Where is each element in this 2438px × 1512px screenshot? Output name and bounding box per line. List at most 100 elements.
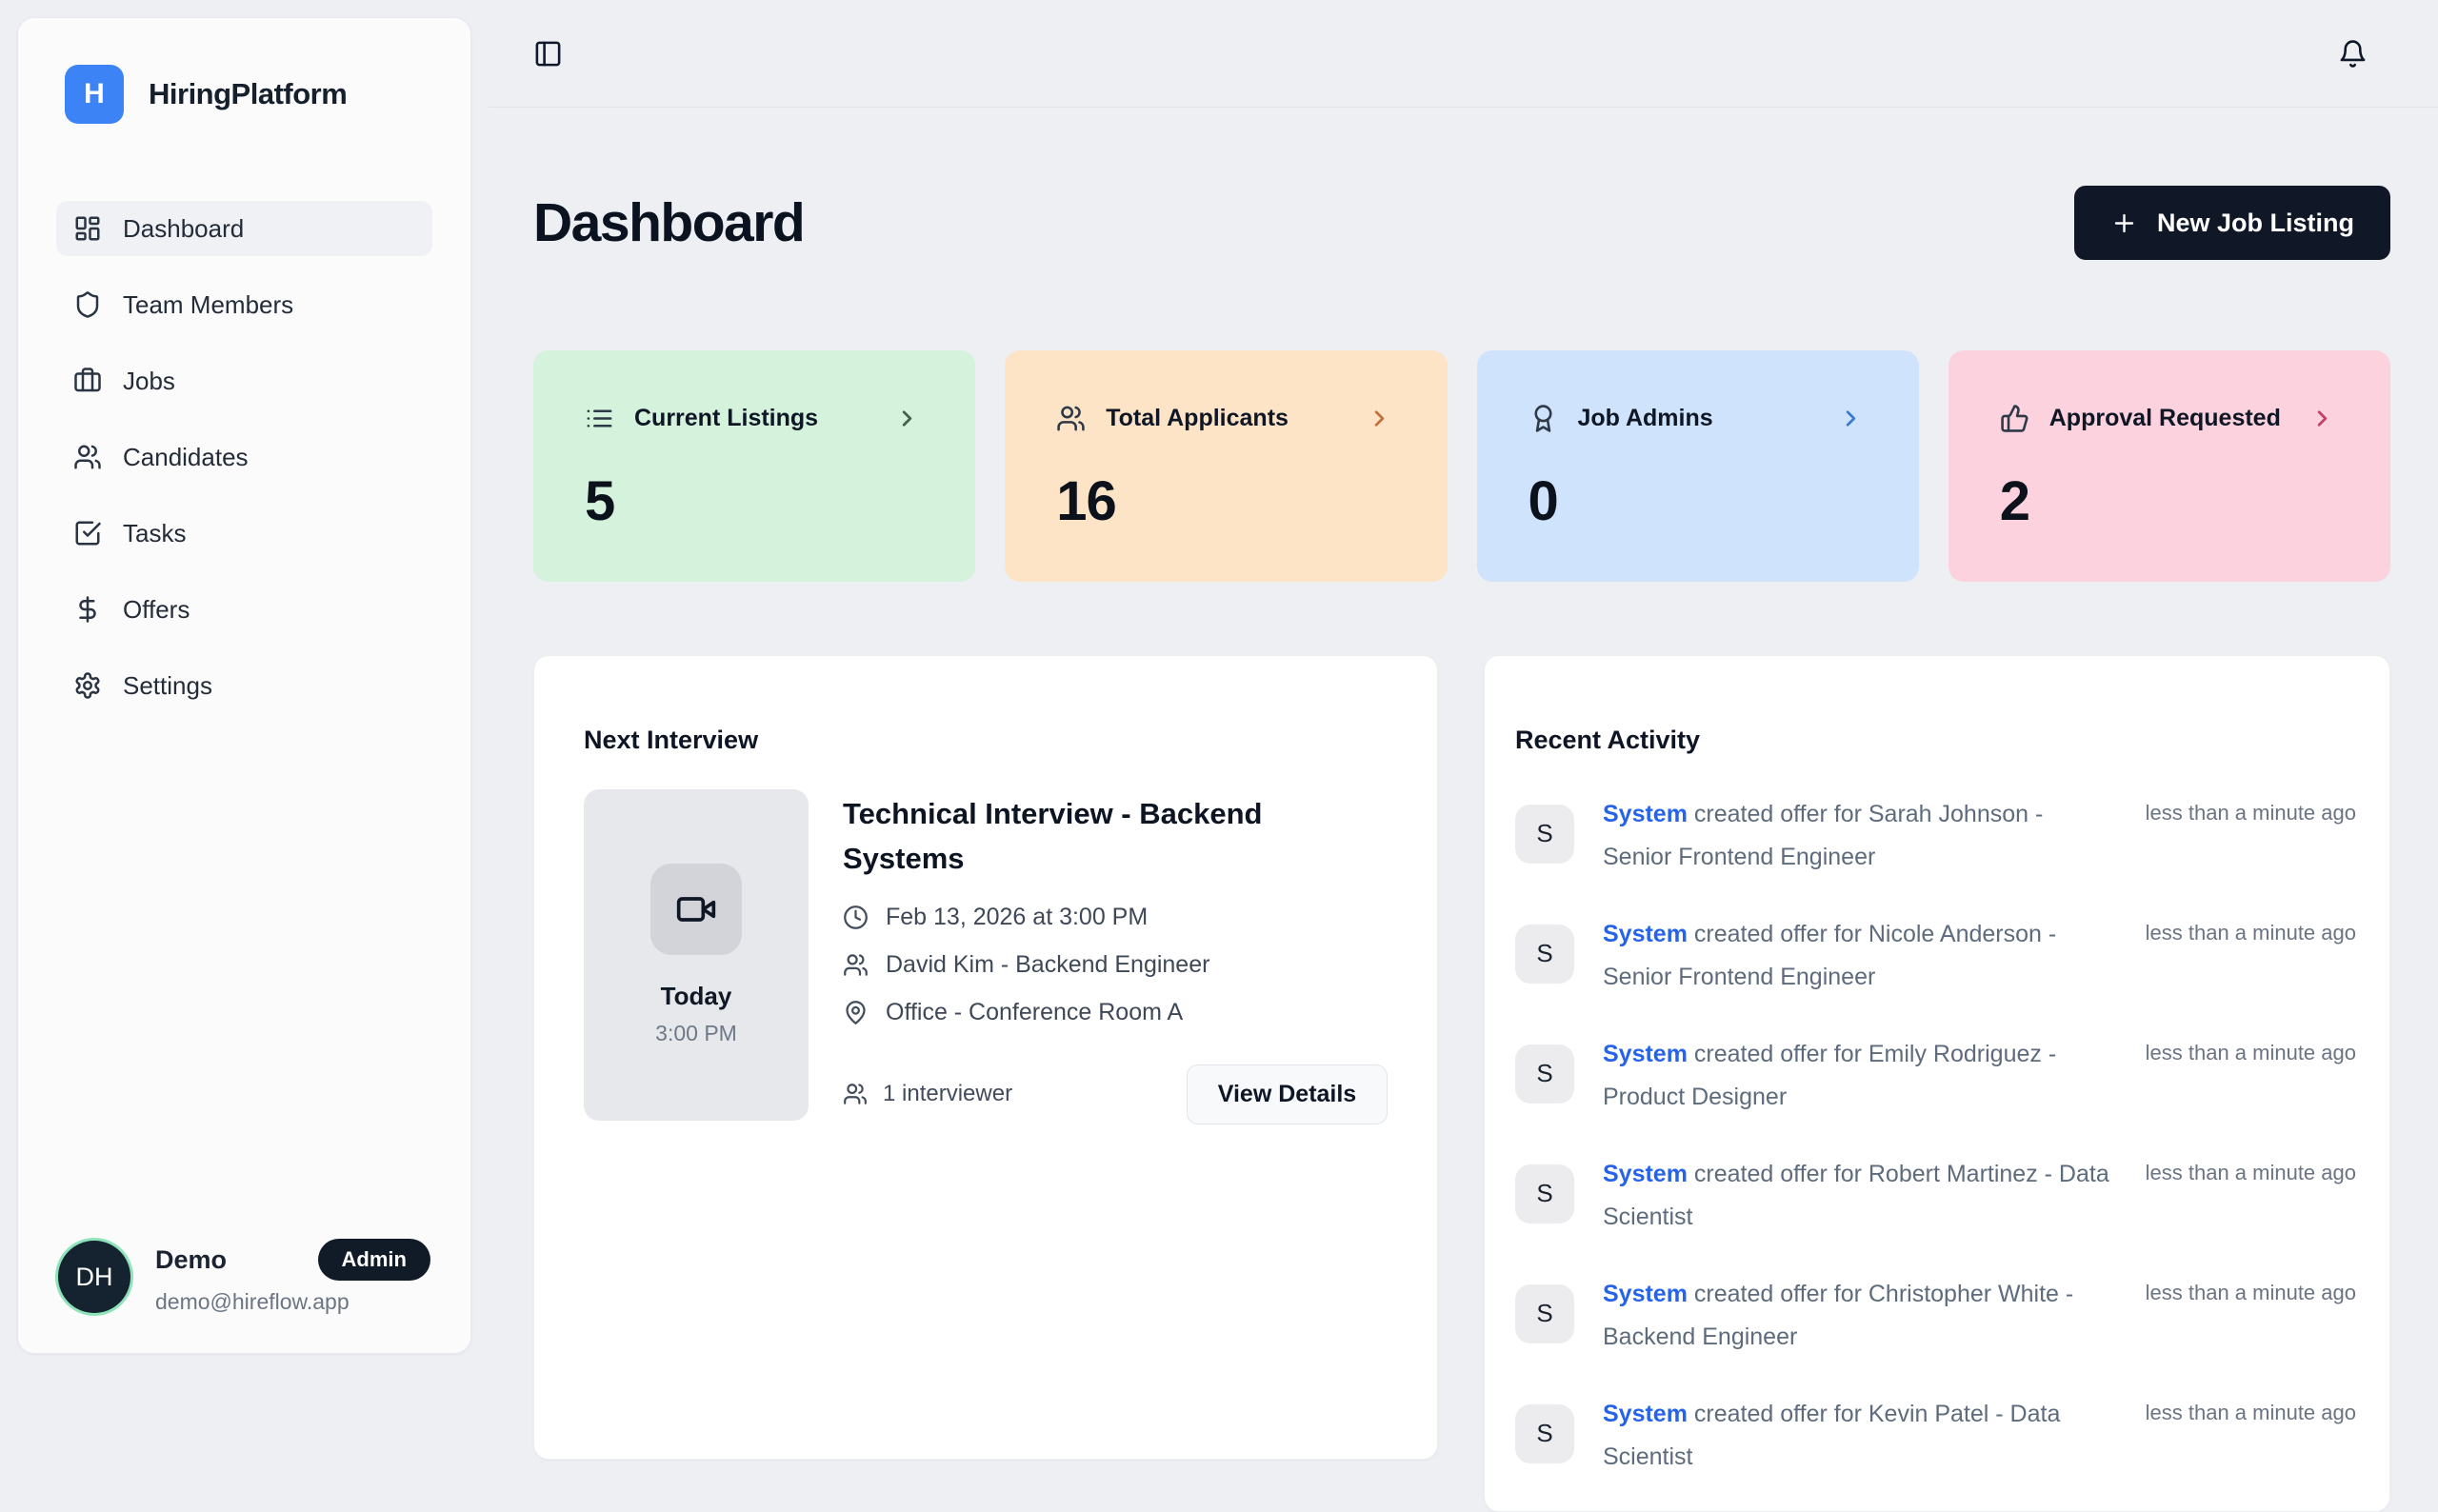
- activity-actor-link[interactable]: System: [1603, 1400, 1688, 1427]
- page-title: Dashboard: [533, 192, 806, 254]
- activity-avatar: S: [1515, 1164, 1574, 1224]
- interview-location-row: Office - Conference Room A: [843, 999, 1388, 1026]
- notifications-button[interactable]: [2338, 39, 2368, 69]
- stat-card-total-applicants[interactable]: Total Applicants 16: [1005, 350, 1448, 583]
- interview-candidate: David Kim - Backend Engineer: [886, 950, 1210, 978]
- interview-date-tile: Today 3:00 PM: [584, 788, 809, 1121]
- new-job-listing-button[interactable]: New Job Listing: [2073, 186, 2390, 261]
- users-icon: [843, 1082, 868, 1106]
- activity-actor-link[interactable]: System: [1603, 1160, 1688, 1187]
- activity-timestamp: less than a minute ago: [2145, 1280, 2356, 1304]
- activity-item: S System created offer for Robert Martin…: [1515, 1153, 2356, 1239]
- logo-badge: H: [65, 65, 124, 124]
- activity-text: System created offer for Kevin Patel - D…: [1603, 1393, 2117, 1479]
- activity-text: System created offer for Sarah Johnson -…: [1603, 793, 2117, 879]
- chevron-right-icon: [1838, 406, 1864, 431]
- activity-item: S System created offer for Nicole Anders…: [1515, 913, 2356, 999]
- activity-timestamp: less than a minute ago: [2145, 1400, 2356, 1424]
- sidebar-item-label: Team Members: [123, 289, 294, 319]
- user-info: Demo Admin demo@hireflow.app: [155, 1239, 430, 1315]
- activity-timestamp: less than a minute ago: [2145, 920, 2356, 945]
- activity-avatar: S: [1515, 924, 1574, 984]
- activity-list: S System created offer for Sarah Johnson…: [1515, 793, 2356, 1479]
- stat-label: Current Listings: [634, 405, 819, 432]
- interview-location: Office - Conference Room A: [886, 998, 1184, 1025]
- hiring-platform-dashboard: H HiringPlatform Dashboard Team Members …: [17, 0, 2438, 1512]
- user-email: demo@hireflow.app: [155, 1289, 350, 1314]
- clock-icon: [843, 905, 869, 930]
- stat-label: Job Admins: [1577, 405, 1713, 432]
- activity-actor-link[interactable]: System: [1603, 1280, 1688, 1307]
- sidebar-item-label: Dashboard: [123, 213, 245, 243]
- interview-time: 3:00 PM: [655, 1020, 737, 1045]
- activity-text: System created offer for Emily Rodriguez…: [1603, 1033, 2117, 1119]
- activity-actor-link[interactable]: System: [1603, 920, 1688, 947]
- sidebar-item-settings[interactable]: Settings: [56, 658, 432, 713]
- stat-value: 2: [1999, 470, 2030, 533]
- interviewer-count: 1 interviewer: [843, 1081, 1012, 1107]
- bell-icon: [2338, 39, 2368, 69]
- activity-description: created offer for Nicole Anderson - Seni…: [1603, 920, 2057, 990]
- sidebar-spacer: [18, 734, 470, 1239]
- activity-avatar: S: [1515, 804, 1574, 864]
- user-profile[interactable]: DH Demo Admin demo@hireflow.app: [58, 1239, 430, 1315]
- activity-timestamp: less than a minute ago: [2145, 1040, 2356, 1064]
- activity-actor-link[interactable]: System: [1603, 800, 1688, 827]
- view-details-button[interactable]: View Details: [1187, 1064, 1388, 1124]
- stat-value: 0: [1528, 470, 1559, 533]
- users-icon: [1056, 404, 1086, 433]
- gear-icon: [73, 671, 102, 700]
- stat-card-job-admins[interactable]: Job Admins 0: [1476, 350, 1919, 583]
- chevron-right-icon: [1367, 406, 1392, 431]
- activity-actor-link[interactable]: System: [1603, 1040, 1688, 1067]
- stat-card-current-listings[interactable]: Current Listings 5: [533, 350, 976, 583]
- sidebar-item-offers[interactable]: Offers: [56, 582, 432, 637]
- role-badge: Admin: [317, 1239, 430, 1281]
- video-icon-box: [650, 863, 742, 955]
- stat-label: Approval Requested: [2048, 405, 2281, 432]
- sidebar-toggle-button[interactable]: [533, 39, 563, 69]
- main-area: Dashboard New Job Listing Current Listin…: [489, 0, 2438, 1512]
- chevron-right-icon: [2309, 406, 2335, 431]
- thumbs-up-icon: [2000, 404, 2029, 433]
- chevron-right-icon: [894, 406, 920, 431]
- sidebar-item-label: Offers: [123, 594, 190, 624]
- activity-avatar: S: [1515, 1044, 1574, 1104]
- layout-dashboard-icon: [73, 214, 102, 243]
- stat-label: Total Applicants: [1106, 405, 1289, 432]
- stat-value: 5: [585, 470, 615, 533]
- award-icon: [1529, 404, 1558, 433]
- content: Dashboard New Job Listing Current Listin…: [489, 155, 2438, 1512]
- sidebar-item-label: Settings: [123, 670, 212, 700]
- shield-icon: [73, 290, 102, 319]
- topbar: [489, 0, 2438, 108]
- activity-item: S System created offer for Kevin Patel -…: [1515, 1393, 2356, 1479]
- stat-card-approval-requested[interactable]: Approval Requested 2: [1948, 350, 2390, 583]
- interview-details: Technical Interview - Backend Systems Fe…: [843, 789, 1388, 1124]
- interview-candidate-row: David Kim - Backend Engineer: [843, 951, 1388, 979]
- panel-left-icon: [533, 39, 563, 69]
- activity-timestamp: less than a minute ago: [2145, 1160, 2356, 1184]
- recent-activity-panel: Recent Activity S System created offer f…: [1484, 655, 2390, 1512]
- sidebar-item-candidates[interactable]: Candidates: [56, 429, 432, 485]
- sidebar-item-dashboard[interactable]: Dashboard: [56, 201, 432, 256]
- stat-value: 16: [1056, 470, 1117, 533]
- sidebar-item-label: Jobs: [123, 366, 175, 395]
- user-name: Demo: [155, 1244, 228, 1274]
- sidebar-item-label: Candidates: [123, 442, 249, 471]
- sidebar-item-tasks[interactable]: Tasks: [56, 506, 432, 561]
- activity-description: created offer for Emily Rodriguez - Prod…: [1603, 1040, 2057, 1110]
- new-job-listing-label: New Job Listing: [2156, 208, 2354, 237]
- interview-title: Technical Interview - Backend Systems: [843, 796, 1263, 875]
- plus-icon: [2110, 209, 2138, 237]
- activity-description: created offer for Sarah Johnson - Senior…: [1603, 800, 2044, 870]
- app-logo: H HiringPlatform: [65, 65, 470, 124]
- sidebar-item-team-members[interactable]: Team Members: [56, 277, 432, 332]
- avatar: DH: [58, 1241, 130, 1313]
- lower-panels: Next Interview Today 3:00 PM Technical I…: [533, 655, 2390, 1512]
- activity-item: S System created offer for Christopher W…: [1515, 1273, 2356, 1359]
- sidebar: H HiringPlatform Dashboard Team Members …: [17, 17, 471, 1354]
- activity-timestamp: less than a minute ago: [2145, 800, 2356, 825]
- sidebar-item-jobs[interactable]: Jobs: [56, 353, 432, 408]
- activity-avatar: S: [1515, 1403, 1574, 1463]
